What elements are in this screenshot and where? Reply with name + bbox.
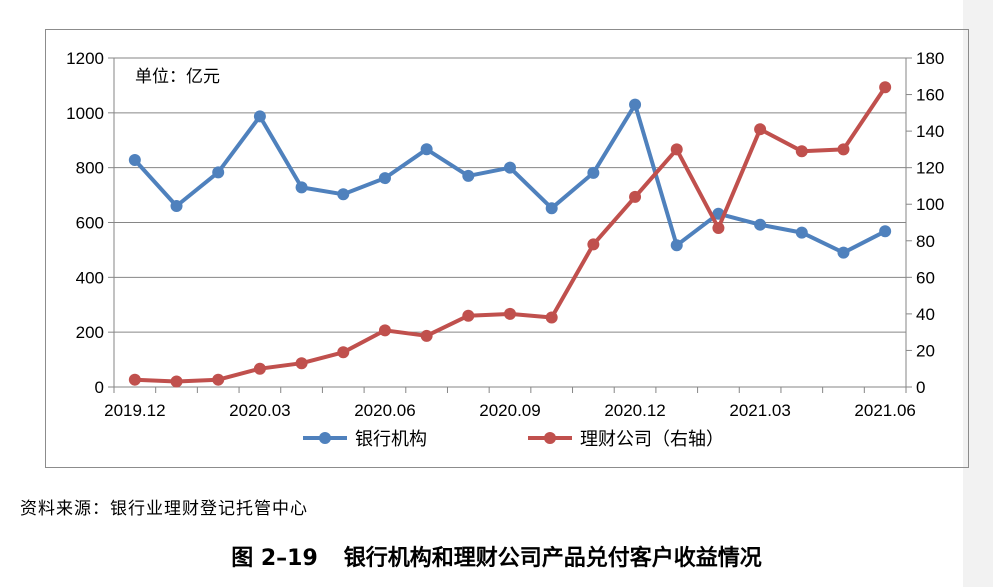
series-line-1 xyxy=(133,102,887,255)
figure-title: 银行机构和理财公司产品兑付客户收益情况 xyxy=(343,546,762,571)
data-point-1 xyxy=(587,166,600,179)
grid-lines xyxy=(114,57,906,333)
x-tick-label: 2020.03 xyxy=(229,401,290,420)
data-point-1 xyxy=(420,143,433,156)
unit-note: 单位：亿元 xyxy=(135,67,220,87)
legend-swatch-marker xyxy=(544,432,556,444)
figure-caption: 图 2–19 银行机构和理财公司产品兑付客户收益情况 xyxy=(0,540,993,572)
chart-frame xyxy=(45,29,969,468)
y-tick-label: 200 xyxy=(76,323,104,342)
x-tick-label: 2021.06 xyxy=(854,401,915,420)
x-tick-label: 2019.12 xyxy=(104,401,165,420)
data-point-2 xyxy=(629,190,642,203)
data-point-1 xyxy=(545,202,558,215)
y2-tick-label: 60 xyxy=(916,268,935,287)
data-point-2 xyxy=(504,307,516,320)
tick-labels: 0 200 400 600 800 1000 1200 0 20 40 60 80 100 120 140 1… xyxy=(66,49,944,420)
data-point-2 xyxy=(253,362,266,375)
y2-tick-label: 140 xyxy=(916,122,944,141)
axes xyxy=(108,57,912,393)
data-point-2 xyxy=(337,346,350,359)
y2-tick-label: 0 xyxy=(916,378,925,397)
data-point-2 xyxy=(879,81,892,94)
x-tick-label: 2020.06 xyxy=(354,401,415,420)
y-tick-label: 1200 xyxy=(66,49,104,68)
legend: 银行机构 理财公司（右轴） xyxy=(303,429,724,450)
data-point-2 xyxy=(545,311,558,324)
data-point-2 xyxy=(754,123,767,136)
y-tick-label: 400 xyxy=(76,268,104,287)
y2-tick-label: 120 xyxy=(916,159,944,178)
data-point-1 xyxy=(754,218,767,231)
data-point-1 xyxy=(295,181,308,194)
y-tick-label: 0 xyxy=(95,378,104,397)
data-point-1 xyxy=(629,98,642,111)
data-point-1 xyxy=(128,153,141,166)
y2-tick-label: 180 xyxy=(916,49,944,68)
x-tick-label: 2020.09 xyxy=(479,401,540,420)
series-lines xyxy=(128,81,892,388)
data-point-1 xyxy=(670,239,683,252)
data-point-1 xyxy=(879,225,892,238)
data-point-2 xyxy=(378,324,391,337)
y2-tick-label: 100 xyxy=(916,195,944,214)
y-tick-label: 800 xyxy=(76,159,104,178)
data-point-2 xyxy=(712,221,725,234)
legend-swatch-marker xyxy=(319,432,331,444)
data-point-1 xyxy=(462,169,475,182)
data-point-2 xyxy=(670,143,683,156)
data-point-2 xyxy=(587,238,600,251)
y2-tick-label: 40 xyxy=(916,305,935,324)
data-point-2 xyxy=(212,373,225,386)
y-tick-label: 1000 xyxy=(66,104,104,123)
data-point-2 xyxy=(295,357,308,370)
data-point-1 xyxy=(212,166,225,179)
source-note: 资料来源：银行业理财登记托管中心 xyxy=(20,499,308,519)
data-point-2 xyxy=(170,375,183,388)
legend-label: 理财公司（右轴） xyxy=(580,429,724,450)
legend-label: 银行机构 xyxy=(355,429,427,450)
data-point-1 xyxy=(378,172,391,185)
figure-number: 图 2–19 xyxy=(231,546,318,571)
x-tick-label: 2021.03 xyxy=(729,401,790,420)
y2-tick-label: 160 xyxy=(916,86,944,105)
data-point-1 xyxy=(337,188,350,201)
y2-tick-label: 20 xyxy=(916,341,935,360)
line-chart: 0 200 400 600 800 1000 1200 0 20 40 60 80 100 120 140 1… xyxy=(66,49,944,450)
data-point-2 xyxy=(420,329,433,342)
data-point-2 xyxy=(462,309,475,322)
y2-tick-label: 80 xyxy=(916,232,935,251)
y-tick-label: 600 xyxy=(76,214,104,233)
data-point-2 xyxy=(837,143,850,156)
data-point-2 xyxy=(128,373,141,386)
x-tick-label: 2020.12 xyxy=(604,401,665,420)
data-point-1 xyxy=(253,110,266,123)
data-point-1 xyxy=(170,200,183,213)
data-point-1 xyxy=(837,246,850,259)
data-point-1 xyxy=(504,161,516,174)
data-point-2 xyxy=(795,145,808,158)
data-point-1 xyxy=(795,226,808,239)
